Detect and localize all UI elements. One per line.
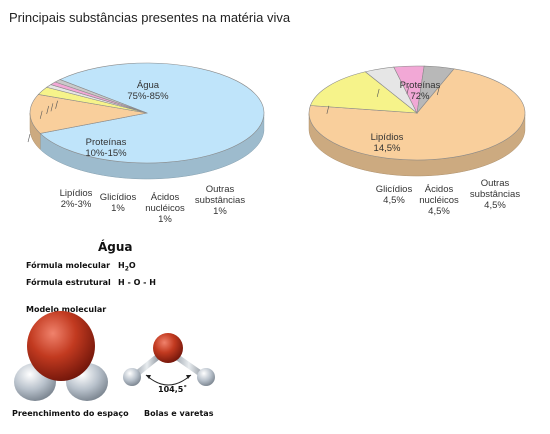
label-left-agua: Água 75%-85% (127, 80, 169, 102)
formula-molecular-label: Fórmula molecular (26, 261, 111, 270)
leader-line-4 (436, 86, 440, 96)
leader-line-1 (326, 105, 330, 114)
space-filling-model (14, 311, 108, 401)
pie-charts (27, 62, 526, 180)
formula-estrutural-value: H - O - H (118, 278, 156, 287)
leader-line-3 (46, 105, 49, 114)
leader-line-5 (55, 100, 58, 109)
leader-line-4 (50, 103, 54, 112)
leader-line-2 (376, 88, 380, 98)
angle-arc (145, 374, 192, 386)
label-left-glicidios: Glicídios 1% (99, 192, 137, 214)
pie-chart-right (308, 65, 526, 177)
leader-line-3 (406, 86, 410, 95)
pie-slice-1 (29, 94, 148, 134)
angle-label: 104,5˚ (158, 384, 187, 394)
space-filling-label: Preenchimento do espaço (12, 409, 129, 418)
label-left-proteinas: Proteínas 10%-15% (85, 137, 127, 159)
label-right-glicidios: Glicídios 4,5% (375, 184, 413, 206)
pie-slice-0 (39, 62, 265, 164)
stick-oxygen (153, 333, 183, 363)
chart-title: Principais substâncias presentes na maté… (9, 10, 291, 25)
label-right-lipidios: Lipídios 14,5% (370, 132, 404, 154)
leader-line-2 (39, 110, 43, 119)
pie-slice-5 (54, 79, 148, 114)
label-left-lipidios: Lipídios 2%-3% (59, 188, 93, 210)
formula-estrutural-label: Fórmula estrutural (26, 278, 111, 287)
label-right-outras: Outras substâncias 4,5% (469, 178, 521, 211)
stick-hydrogen-left (123, 368, 141, 386)
modelo-molecular-label: Modelo molecular (26, 305, 107, 314)
pie-slice-1 (309, 71, 418, 114)
label-right-acidos: Ácidos nucléicos 4,5% (419, 184, 459, 217)
pie-slice-0 (308, 68, 526, 161)
molecule-models: 104,5˚ Preenchimento do espaço Bolas e v… (12, 311, 215, 418)
oxygen-atom (27, 311, 95, 381)
ball-and-stick-model: 104,5˚ (123, 333, 215, 394)
label-left-acidos: Ácidos nucléicos 1% (145, 192, 185, 225)
pie-chart-left (27, 62, 265, 180)
leader-line-1 (27, 133, 31, 143)
stick-hydrogen-right (197, 368, 215, 386)
pie-slice-4 (416, 65, 455, 115)
label-left-outras: Outras substâncias 1% (194, 184, 246, 217)
formula-molecular-value: H2O (118, 261, 136, 273)
water-title: Água (98, 240, 133, 254)
ball-stick-label: Bolas e varetas (144, 409, 214, 418)
label-right-proteinas: Proteínas 72% (399, 80, 441, 102)
